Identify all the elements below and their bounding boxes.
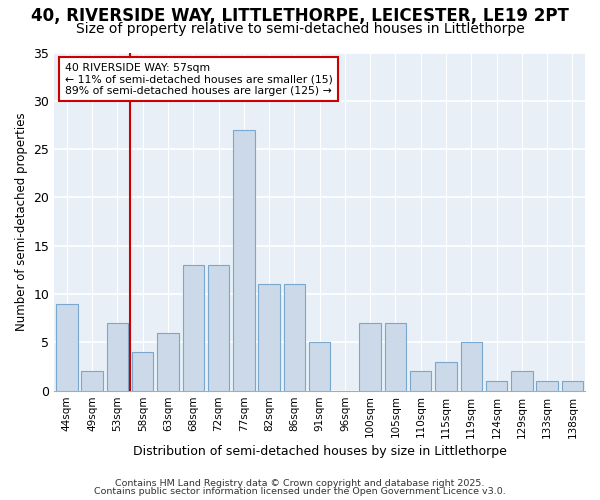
Text: 40 RIVERSIDE WAY: 57sqm
← 11% of semi-detached houses are smaller (15)
89% of se: 40 RIVERSIDE WAY: 57sqm ← 11% of semi-de… [65, 62, 333, 96]
Text: Contains HM Land Registry data © Crown copyright and database right 2025.: Contains HM Land Registry data © Crown c… [115, 478, 485, 488]
Bar [511, 372, 533, 390]
Y-axis label: Number of semi-detached properties: Number of semi-detached properties [15, 112, 28, 331]
Bar [359, 323, 381, 390]
Bar [107, 323, 128, 390]
Bar [461, 342, 482, 390]
Bar [385, 323, 406, 390]
Bar [284, 284, 305, 391]
Bar [536, 381, 558, 390]
Bar [82, 372, 103, 390]
Text: Size of property relative to semi-detached houses in Littlethorpe: Size of property relative to semi-detach… [76, 22, 524, 36]
Bar [132, 352, 154, 391]
Bar [562, 381, 583, 390]
Bar [486, 381, 507, 390]
Bar [157, 332, 179, 390]
Text: 40, RIVERSIDE WAY, LITTLETHORPE, LEICESTER, LE19 2PT: 40, RIVERSIDE WAY, LITTLETHORPE, LEICEST… [31, 8, 569, 26]
Bar [410, 372, 431, 390]
Bar [435, 362, 457, 390]
Bar [208, 265, 229, 390]
Bar [259, 284, 280, 391]
Bar [309, 342, 331, 390]
X-axis label: Distribution of semi-detached houses by size in Littlethorpe: Distribution of semi-detached houses by … [133, 444, 506, 458]
Bar [56, 304, 77, 390]
Bar [233, 130, 254, 390]
Bar [182, 265, 204, 390]
Text: Contains public sector information licensed under the Open Government Licence v3: Contains public sector information licen… [94, 488, 506, 496]
